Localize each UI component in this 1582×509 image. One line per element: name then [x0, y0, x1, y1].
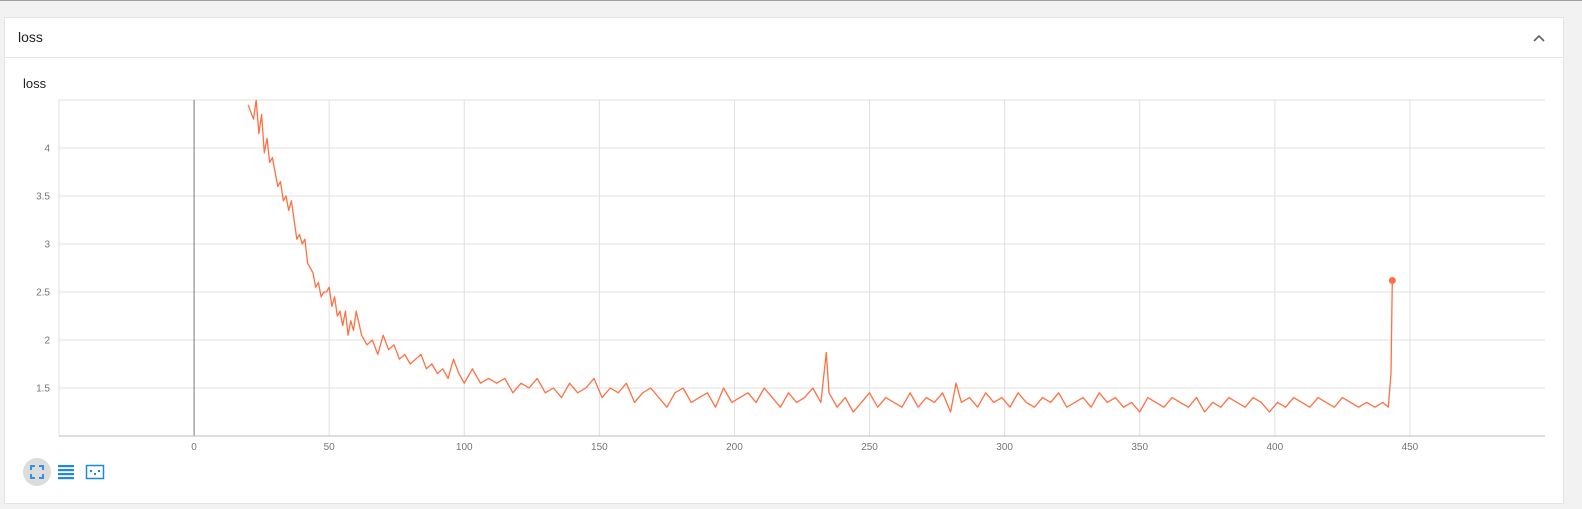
- card-title: loss: [18, 29, 43, 45]
- x-tick-label: 250: [861, 442, 878, 453]
- scalar-card: loss loss 1.5 2 2.5 3 3.5 4 0 50 100 150 200 250 300…: [4, 17, 1564, 504]
- x-tick-label: 200: [726, 442, 743, 453]
- data-selection-icon: [85, 464, 105, 480]
- y-tick-label: 2: [44, 336, 50, 347]
- loss-chart[interactable]: 1.5 2 2.5 3 3.5 4 0 50 100 150 200 250 300 350 400 450: [5, 59, 1563, 504]
- y-tick-label: 3: [44, 240, 50, 251]
- x-tick-label: 0: [191, 442, 197, 453]
- x-tick-label: 300: [996, 442, 1013, 453]
- log-scale-button[interactable]: [52, 458, 80, 486]
- chart-panel: loss 1.5 2 2.5 3 3.5 4 0 50 100 150 200 250 300 350 40…: [5, 59, 1563, 504]
- chart-title: loss: [23, 76, 47, 91]
- y-tick-label: 3.5: [36, 192, 50, 203]
- fit-domain-button[interactable]: [23, 458, 51, 486]
- top-divider: [0, 0, 1582, 16]
- x-tick-label: 100: [456, 442, 473, 453]
- x-tick-label: 400: [1266, 442, 1283, 453]
- chevron-up-icon[interactable]: [1529, 28, 1549, 48]
- loss-series-line: [247, 100, 1393, 413]
- card-header[interactable]: loss: [5, 18, 1563, 58]
- y-tick-label: 2.5: [36, 288, 50, 299]
- log-scale-icon: [58, 465, 74, 480]
- loss-last-point: [1388, 276, 1396, 284]
- y-tick-label: 4: [44, 144, 50, 155]
- x-tick-label: 50: [324, 442, 336, 453]
- y-tick-label: 1.5: [36, 384, 50, 395]
- x-tick-label: 150: [591, 442, 608, 453]
- fit-domain-icon: [30, 465, 44, 479]
- x-tick-label: 350: [1131, 442, 1148, 453]
- x-tick-label: 450: [1402, 442, 1419, 453]
- data-selection-button[interactable]: [81, 458, 109, 486]
